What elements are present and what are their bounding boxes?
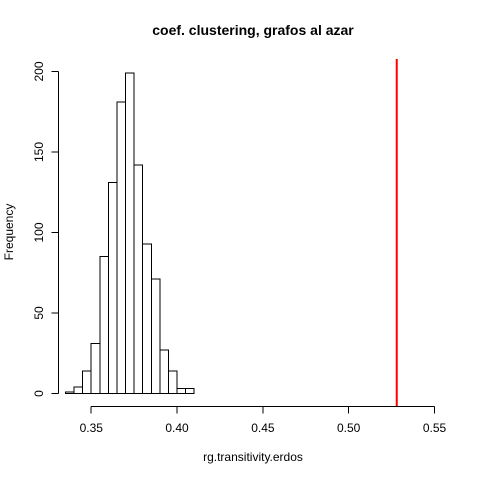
histogram-bar-14 bbox=[177, 389, 186, 394]
x-tick-label-2: 0.40 bbox=[165, 421, 189, 435]
histogram-bar-4 bbox=[91, 344, 100, 394]
histogram-bar-11 bbox=[151, 279, 160, 393]
histogram-bar-12 bbox=[160, 350, 169, 393]
histogram-bar-5 bbox=[100, 257, 109, 394]
histogram-bar-10 bbox=[143, 244, 152, 394]
x-axis: 0.35 0.40 0.45 0.50 0.55 bbox=[80, 407, 447, 436]
histogram-bar-8 bbox=[126, 73, 135, 393]
y-tick-label-3: 100 bbox=[32, 222, 46, 242]
histogram-bar-3 bbox=[83, 371, 92, 394]
x-tick-label-1: 0.35 bbox=[80, 421, 104, 435]
histogram-bar-7 bbox=[117, 102, 126, 393]
y-tick-label-4: 150 bbox=[32, 142, 46, 162]
x-axis-label: rg.transitivity.erdos bbox=[203, 450, 303, 464]
x-tick-label-4: 0.50 bbox=[337, 421, 361, 435]
histogram-bar-6 bbox=[108, 183, 117, 394]
histogram-bar-1 bbox=[66, 392, 75, 394]
y-axis: 0 50 100 150 200 bbox=[32, 61, 59, 397]
y-tick-label-2: 50 bbox=[32, 306, 46, 320]
x-tick-label-3: 0.45 bbox=[251, 421, 275, 435]
y-tick-label-1: 0 bbox=[32, 390, 46, 397]
chart-title: coef. clustering, grafos al azar bbox=[152, 22, 354, 38]
y-tick-label-5: 200 bbox=[32, 61, 46, 81]
x-tick-label-5: 0.55 bbox=[423, 421, 447, 435]
histogram-bar-13 bbox=[168, 371, 177, 394]
histogram-bar-15 bbox=[186, 389, 195, 394]
histogram-bar-9 bbox=[134, 165, 143, 394]
histogram-bar-2 bbox=[74, 387, 83, 393]
histogram-bars bbox=[66, 73, 195, 393]
y-axis-label: Frequency bbox=[2, 204, 16, 261]
